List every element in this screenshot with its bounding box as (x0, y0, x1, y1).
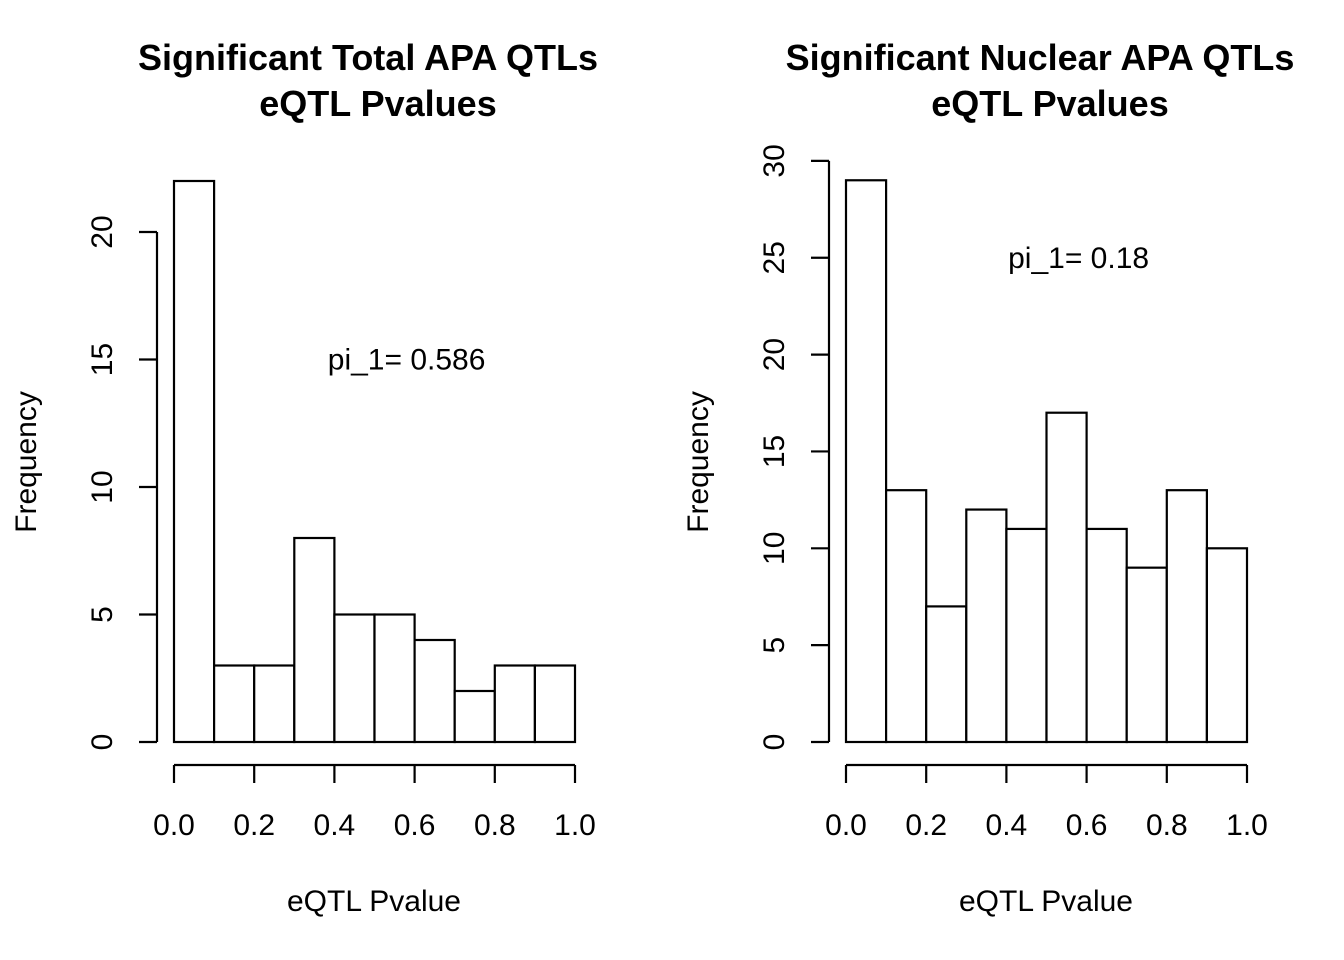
y-tick-label: 10 (758, 532, 791, 565)
chart-title-line1: Significant Total APA QTLs (138, 37, 598, 78)
histogram-bar (333, 613, 376, 744)
y-tick-label: 0 (758, 734, 791, 751)
x-axis-label: eQTL Pvalue (959, 885, 1133, 918)
histogram-bar (1045, 411, 1088, 744)
histogram-bar (844, 179, 888, 744)
x-tick-label: 0.0 (825, 809, 867, 842)
y-tick-label: 10 (86, 470, 119, 503)
chart-title-line2: eQTL Pvalues (259, 83, 496, 124)
panel-nuclear: Significant Nuclear APA QTLs eQTL Pvalue… (682, 37, 1294, 918)
x-tick-label: 0.6 (394, 809, 436, 842)
x-tick-label: 0.4 (314, 809, 356, 842)
x-axis-label: eQTL Pvalue (287, 885, 461, 918)
histogram-bar (413, 638, 456, 744)
histogram-bar (1205, 547, 1249, 744)
histogram-bar (213, 664, 256, 744)
histogram-bar (1165, 489, 1209, 744)
pi1-annotation: pi_1= 0.586 (328, 344, 486, 377)
pi1-annotation: pi_1= 0.18 (1008, 242, 1149, 275)
histogram-bar (1125, 566, 1168, 744)
x-tick-label: 0.8 (474, 809, 516, 842)
histogram-bar (293, 536, 336, 744)
histogram-bar (172, 179, 216, 744)
x-tick-label: 0.6 (1066, 809, 1108, 842)
y-tick-label: 15 (758, 435, 791, 468)
chart-title-line2: eQTL Pvalues (931, 83, 1168, 124)
histogram-bar (253, 664, 296, 744)
y-tick-label: 5 (758, 637, 791, 654)
chart-title-line1: Significant Nuclear APA QTLs (786, 37, 1295, 78)
histogram-bar (493, 664, 536, 744)
x-tick-label: 0.8 (1146, 809, 1188, 842)
histogram-bar (1085, 527, 1128, 744)
y-tick-label: 5 (86, 606, 119, 623)
x-axis: 0.0 0.2 0.4 0.6 0.8 1.0 (825, 763, 1268, 842)
histogram-bar (1005, 527, 1048, 744)
histogram-bar (533, 664, 577, 744)
x-tick-label: 0.0 (153, 809, 195, 842)
y-tick-label: 25 (758, 241, 791, 274)
y-axis-label: Frequency (682, 391, 715, 533)
histogram-bar (884, 489, 928, 744)
y-tick-label: 15 (86, 343, 119, 376)
y-tick-label: 0 (86, 734, 119, 751)
x-axis: 0.0 0.2 0.4 0.6 0.8 1.0 (153, 763, 596, 842)
y-tick-label: 30 (758, 144, 791, 177)
y-axis: 0 5 10 15 20 (86, 215, 159, 751)
panel-total: Significant Total APA QTLs eQTL Pvalues … (10, 37, 598, 918)
y-tick-label: 20 (758, 338, 791, 371)
histogram-bar (373, 613, 416, 744)
x-tick-label: 0.2 (905, 809, 947, 842)
y-axis: 0 5 10 15 20 25 30 (758, 144, 831, 751)
x-tick-label: 1.0 (554, 809, 596, 842)
x-tick-label: 0.4 (986, 809, 1028, 842)
x-tick-label: 0.2 (233, 809, 275, 842)
bars (844, 179, 1249, 744)
histogram-bar (925, 605, 968, 744)
y-tick-label: 20 (86, 215, 119, 248)
histogram-bar (453, 689, 496, 744)
y-axis-label: Frequency (10, 391, 43, 533)
histogram-bar (965, 508, 1008, 744)
bars (172, 179, 577, 744)
x-tick-label: 1.0 (1226, 809, 1268, 842)
